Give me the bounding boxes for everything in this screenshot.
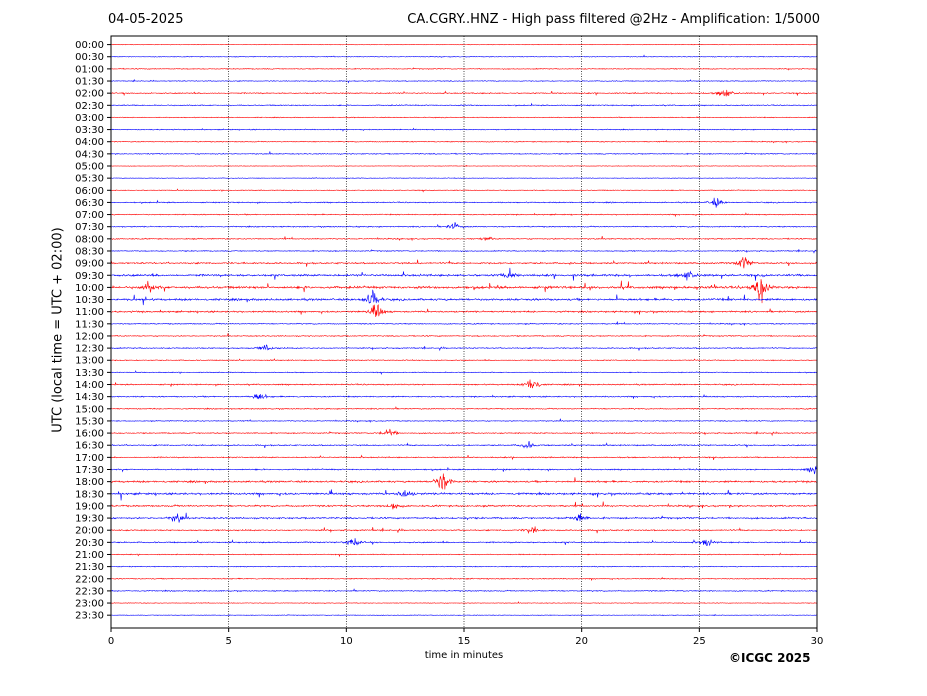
- trace-0230: [110, 102, 818, 108]
- trace-0200: [110, 89, 818, 97]
- y-tick-label: 12:30: [75, 344, 104, 355]
- trace-1030: [110, 289, 818, 306]
- trace-2300: [110, 601, 818, 605]
- y-tick-label: 07:00: [75, 210, 104, 221]
- trace-1700: [110, 454, 818, 461]
- y-tick-label: 02:30: [75, 101, 104, 112]
- y-tick-label: 06:00: [75, 186, 104, 197]
- y-tick-label: 04:00: [75, 137, 104, 148]
- y-tick-label: 23:00: [75, 599, 104, 610]
- y-tick-label: 09:00: [75, 259, 104, 270]
- y-tick-label: 14:30: [75, 392, 104, 403]
- trace-1300: [110, 358, 818, 362]
- y-tick-label: 01:00: [75, 64, 104, 75]
- trace-layer: [110, 43, 818, 617]
- y-tick-label: 11:30: [75, 319, 104, 330]
- trace-1630: [110, 440, 818, 449]
- trace-0600: [110, 188, 818, 193]
- y-tick-label: 15:00: [75, 404, 104, 415]
- y-tick-label: 09:30: [75, 271, 104, 282]
- y-tick-label: 02:00: [75, 89, 104, 100]
- trace-2000: [110, 526, 818, 535]
- trace-0900: [110, 257, 818, 269]
- trace-1230: [110, 344, 818, 352]
- trace-2330: [110, 613, 818, 617]
- y-tick-label: 21:30: [75, 562, 104, 573]
- grid-layer: [228, 36, 700, 628]
- y-tick-label: 15:30: [75, 416, 104, 427]
- chart-title: CA.CGRY..HNZ - High pass filtered @2Hz -…: [407, 12, 820, 27]
- y-tick-label: 12:00: [75, 331, 104, 342]
- x-tick-label: 10: [340, 636, 353, 647]
- y-tick-label: 19:30: [75, 514, 104, 525]
- trace-0630: [110, 197, 818, 208]
- x-tick-label: 0: [108, 636, 114, 647]
- trace-0300: [110, 116, 818, 119]
- y-tick-label: 10:30: [75, 295, 104, 306]
- y-tick-label: 17:30: [75, 465, 104, 476]
- y-tick-label: 08:00: [75, 234, 104, 245]
- y-tick-label: 00:30: [75, 52, 104, 63]
- x-tick-label: 20: [575, 636, 588, 647]
- y-tick-label: 22:00: [75, 574, 104, 585]
- y-tick-label: 16:30: [75, 441, 104, 452]
- y-tick-label: 05:00: [75, 162, 104, 173]
- y-tick-label: 13:30: [75, 368, 104, 379]
- trace-0930: [110, 267, 818, 281]
- plot-frame: [110, 35, 818, 629]
- trace-0530: [110, 177, 818, 179]
- y-tick-label: 22:30: [75, 586, 104, 597]
- y-tick-label: 05:30: [75, 174, 104, 185]
- trace-1330: [110, 370, 818, 375]
- y-tick-label: 01:30: [75, 77, 104, 88]
- y-tick-label: 07:30: [75, 222, 104, 233]
- y-tick-label: 23:30: [75, 611, 104, 622]
- x-tick-label: 25: [693, 636, 706, 647]
- x-tick-label: 30: [811, 636, 824, 647]
- date-label: 04-05-2025: [108, 12, 184, 27]
- y-tick-label: 19:00: [75, 501, 104, 512]
- y-tick-label: 10:00: [75, 283, 104, 294]
- y-tick-label: 13:00: [75, 356, 104, 367]
- y-tick-label: 20:30: [75, 538, 104, 549]
- copyright-label: ©ICGC 2025: [729, 651, 811, 665]
- y-tick-label: 16:00: [75, 429, 104, 440]
- trace-1900: [110, 501, 817, 510]
- trace-1600: [110, 428, 818, 437]
- y-tick-label: 17:00: [75, 453, 104, 464]
- y-tick-label: 18:00: [75, 477, 104, 488]
- x-tick-label: 5: [225, 636, 231, 647]
- y-tick-label: 14:00: [75, 380, 104, 391]
- y-tick-label: 08:30: [75, 246, 104, 257]
- y-tick-label: 20:00: [75, 526, 104, 537]
- x-tick-label: 15: [458, 636, 471, 647]
- y-tick-label: 06:30: [75, 198, 104, 209]
- y-tick-label: 00:00: [75, 40, 104, 51]
- trace-1130: [110, 321, 818, 327]
- y-tick-label: 04:30: [75, 149, 104, 160]
- y-tick-label: 03:00: [75, 113, 104, 124]
- trace-0700: [110, 212, 818, 218]
- x-axis-label: time in minutes: [424, 650, 504, 661]
- y-tick-label: 18:30: [75, 489, 104, 500]
- y-tick-label: 11:00: [75, 307, 104, 318]
- y-tick-label: 21:00: [75, 550, 104, 561]
- y-tick-label: 03:30: [75, 125, 104, 136]
